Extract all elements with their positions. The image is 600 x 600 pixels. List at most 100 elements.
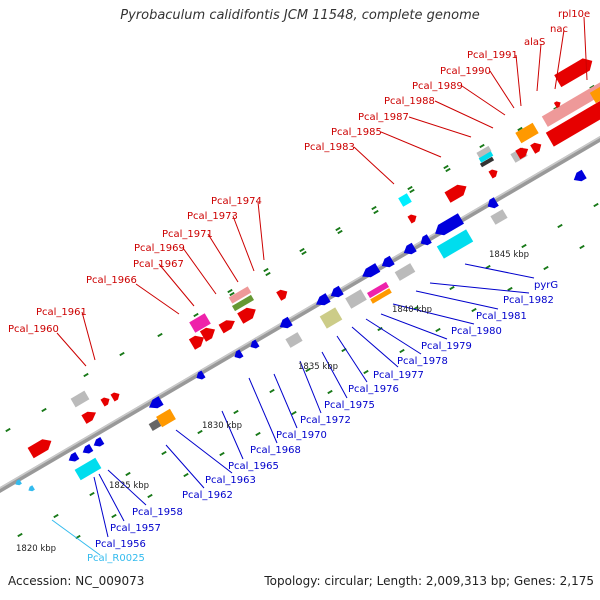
gene-arrow (100, 397, 110, 407)
tick-mark (227, 288, 233, 294)
leader-line (415, 290, 499, 310)
leader-line (351, 326, 399, 368)
leader-line (536, 43, 542, 92)
gene-label: Pcal_1972 (300, 415, 351, 426)
gene-arrow (218, 320, 235, 334)
leader-line (336, 335, 368, 383)
gene-label: Pcal_1960 (8, 324, 59, 335)
tick-mark (593, 202, 599, 208)
tick-mark (5, 427, 11, 433)
gene-arrow (110, 392, 120, 402)
gene-arrow (196, 370, 206, 380)
gene-label: rpl10e (558, 9, 590, 20)
gene-label: Pcal_R0025 (87, 553, 145, 564)
leader-line (489, 70, 515, 109)
gene-block (541, 82, 600, 127)
tick-mark (229, 291, 235, 297)
leader-line (429, 282, 530, 294)
gene-block (515, 122, 539, 144)
pseudo-block (70, 390, 90, 408)
gene-label: Pcal_1988 (384, 96, 435, 107)
gene-label: Pcal_1978 (397, 356, 448, 367)
gene-arrow (530, 142, 542, 154)
gene-label: alaS (524, 37, 545, 48)
gene-arrow (553, 101, 561, 109)
gene-label: Pcal_1980 (451, 326, 502, 337)
gene-arrow (444, 184, 467, 203)
gene-arrow (279, 316, 293, 329)
scale-label: 1840 kbp (392, 305, 432, 315)
gene-arrow (592, 111, 600, 121)
rna-feature (28, 485, 35, 492)
tick-mark (219, 451, 225, 457)
tick-mark (399, 348, 405, 354)
gene-arrow (403, 242, 417, 255)
tick-mark (183, 472, 189, 478)
gene-label: Pcal_1957 (110, 523, 161, 534)
gene-label: Pcal_1987 (358, 112, 409, 123)
gene-block (478, 151, 494, 163)
tick-marks (5, 84, 599, 540)
tick-mark (335, 226, 341, 232)
tick-mark (147, 493, 153, 499)
gene-label: Pcal_1956 (95, 539, 146, 550)
tick-mark (263, 267, 269, 273)
leader-line (515, 54, 522, 107)
leader-line (299, 360, 322, 414)
leader-line (380, 313, 448, 340)
rna-block (74, 457, 102, 481)
gene-arrow (554, 58, 593, 88)
leader-line (81, 311, 96, 361)
gene-label: Pcal_1983 (304, 142, 355, 153)
tick-mark (407, 185, 413, 191)
tick-mark (291, 410, 297, 416)
gene-label: Pcal_1990 (440, 66, 491, 77)
tick-mark (373, 209, 379, 215)
gene-label: Pcal_1966 (86, 275, 137, 286)
gene-block (232, 294, 254, 312)
pseudo-block (490, 209, 508, 225)
tick-mark (111, 513, 117, 519)
gene-block (367, 281, 389, 299)
gene-label: Pcal_1967 (133, 259, 184, 270)
tick-mark (471, 307, 477, 313)
gene-arrow (407, 214, 417, 224)
gene-arrow (573, 169, 587, 182)
tick-mark (363, 369, 369, 375)
gene-arrow (515, 147, 529, 160)
gene-arrow (250, 339, 260, 349)
leader-line (158, 263, 195, 307)
leader-line (408, 116, 472, 138)
tick-mark (269, 388, 275, 394)
gene-arrow (488, 169, 498, 179)
tick-mark (255, 431, 261, 437)
leader-line (583, 16, 588, 81)
tick-mark (41, 407, 47, 413)
gene-arrow (316, 293, 331, 306)
gene-block (479, 156, 495, 168)
leader-line (51, 519, 101, 556)
tick-mark (443, 164, 449, 170)
gene-label: Pcal_1961 (36, 307, 87, 318)
gene-label: Pcal_1973 (187, 211, 238, 222)
tick-mark (377, 326, 383, 332)
tick-mark (233, 409, 239, 415)
leader-line (353, 146, 395, 185)
gene-arrow (68, 452, 80, 462)
tick-mark (161, 450, 167, 456)
gene-block (319, 307, 343, 329)
gene-arrow (149, 396, 164, 409)
pseudo-block (476, 145, 492, 159)
gene-label: Pcal_1958 (132, 507, 183, 518)
leader-line (248, 377, 278, 444)
gene-arrow (81, 411, 96, 424)
scale-label: 1830 kbp (202, 421, 242, 431)
tick-mark (193, 312, 199, 318)
tick-mark (119, 351, 125, 357)
leader-line (554, 29, 565, 90)
gene-block (370, 288, 392, 304)
gene-features (15, 58, 600, 492)
pseudo-block (345, 289, 367, 309)
leader-line (107, 469, 147, 506)
